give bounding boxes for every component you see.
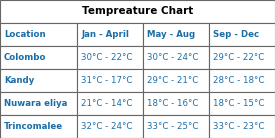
- Bar: [209, 92, 275, 115]
- Text: Trincomalee: Trincomalee: [4, 122, 63, 131]
- Bar: [143, 69, 209, 92]
- Bar: [209, 69, 275, 92]
- Text: May - Aug: May - Aug: [147, 30, 195, 39]
- Bar: [143, 115, 209, 138]
- Bar: [0, 115, 77, 138]
- Text: 32°C - 24°C: 32°C - 24°C: [81, 122, 133, 131]
- Text: Colombo: Colombo: [4, 53, 47, 62]
- Bar: [0, 0, 275, 23]
- Text: 33°C - 25°C: 33°C - 25°C: [147, 122, 199, 131]
- Text: 31°C - 17°C: 31°C - 17°C: [81, 76, 133, 85]
- Bar: [143, 46, 209, 69]
- Bar: [77, 23, 143, 46]
- Text: 29°C - 21°C: 29°C - 21°C: [147, 76, 198, 85]
- Bar: [143, 23, 209, 46]
- Text: 33°C - 23°C: 33°C - 23°C: [213, 122, 265, 131]
- Bar: [143, 92, 209, 115]
- Bar: [77, 46, 143, 69]
- Bar: [0, 69, 77, 92]
- Bar: [209, 115, 275, 138]
- Bar: [77, 92, 143, 115]
- Bar: [0, 46, 77, 69]
- Text: 29°C - 22°C: 29°C - 22°C: [213, 53, 264, 62]
- Text: 28°C - 18°C: 28°C - 18°C: [213, 76, 265, 85]
- Text: 18°C - 15°C: 18°C - 15°C: [213, 99, 265, 108]
- Text: Kandy: Kandy: [4, 76, 34, 85]
- Text: 18°C - 16°C: 18°C - 16°C: [147, 99, 199, 108]
- Text: 21°C - 14°C: 21°C - 14°C: [81, 99, 133, 108]
- Text: Location: Location: [4, 30, 46, 39]
- Bar: [77, 115, 143, 138]
- Text: 30°C - 24°C: 30°C - 24°C: [147, 53, 199, 62]
- Text: Tempreature Chart: Tempreature Chart: [82, 6, 193, 17]
- Bar: [209, 23, 275, 46]
- Bar: [0, 92, 77, 115]
- Text: Sep - Dec: Sep - Dec: [213, 30, 259, 39]
- Text: Nuwara eliya: Nuwara eliya: [4, 99, 67, 108]
- Bar: [0, 23, 77, 46]
- Text: Jan - April: Jan - April: [81, 30, 129, 39]
- Text: 30°C - 22°C: 30°C - 22°C: [81, 53, 133, 62]
- Bar: [77, 69, 143, 92]
- Bar: [209, 46, 275, 69]
